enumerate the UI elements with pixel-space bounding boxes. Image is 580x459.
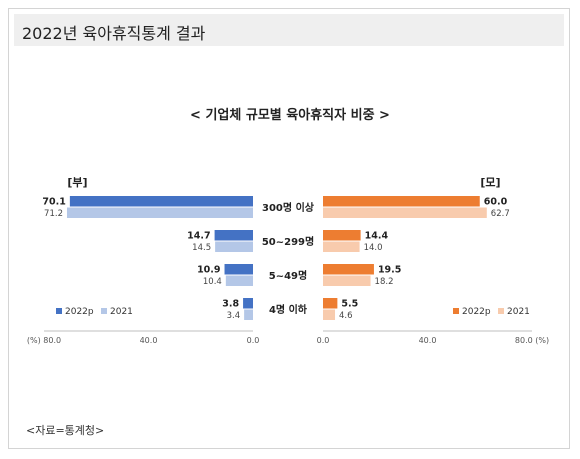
legend-label-p1-2021: 2021: [507, 307, 530, 317]
data-label-p1-2021-0: 62.7: [491, 209, 510, 219]
legend-label-p0-2021: 2021: [110, 307, 133, 317]
data-label-p0-2022p-0: 70.1: [42, 197, 65, 208]
legend-swatch-p0-2022p: [56, 308, 62, 314]
legend-swatch-p0-2021: [101, 308, 107, 314]
data-label-p0-2021-1: 14.5: [192, 243, 211, 253]
bar-p1-2021-1: [323, 241, 360, 252]
bar-p0-2021-1: [215, 241, 253, 252]
source-note: <자료=통계청>: [26, 424, 105, 437]
tick-label-p0-0: (%) 80.0: [27, 336, 61, 345]
bar-p0-2021-2: [225, 275, 253, 286]
tick-label-p0-2: 0.0: [247, 336, 260, 345]
data-label-p0-2021-0: 71.2: [44, 209, 63, 219]
bar-p0-2022p-0: [69, 196, 254, 207]
legend-swatch-p1-2022p: [453, 308, 459, 314]
chart-title: < 기업체 규모별 육아휴직자 비중 >: [190, 107, 390, 123]
panel-title-0: [부]: [67, 176, 87, 189]
page-title: 2022년 육아휴직통계 결과: [22, 24, 206, 43]
category-label-1: 50~299명: [262, 235, 314, 248]
data-label-p1-2022p-2: 19.5: [378, 265, 401, 276]
data-label-p1-2021-2: 18.2: [375, 277, 394, 287]
content-frame: [8, 8, 570, 449]
legend-label-p1-2022p: 2022p: [462, 307, 491, 317]
category-label-0: 300명 이상: [262, 201, 315, 214]
bar-p1-2022p-3: [323, 298, 338, 309]
tick-label-p1-0: 0.0: [317, 336, 330, 345]
data-label-p0-2022p-1: 14.7: [187, 231, 210, 242]
bar-p1-2022p-0: [323, 196, 480, 207]
tick-label-p0-1: 40.0: [140, 336, 158, 345]
data-label-p1-2022p-3: 5.5: [341, 299, 358, 310]
data-label-p1-2022p-0: 60.0: [484, 197, 508, 208]
data-label-p1-2022p-1: 14.4: [365, 231, 389, 242]
bar-p0-2022p-3: [243, 298, 253, 309]
data-label-p0-2022p-2: 10.9: [197, 265, 220, 276]
data-label-p1-2021-3: 4.6: [339, 311, 353, 321]
data-label-p0-2021-2: 10.4: [203, 277, 222, 287]
chart-marks: [부]70.1 14.7 10.9 3.8 71.2 14.5 10.4 3.4 (%) 80.…: [27, 176, 549, 345]
category-label-2: 5~49명: [269, 269, 307, 282]
tick-label-p1-2: 80.0 (%): [515, 336, 549, 345]
bar-p1-2021-0: [323, 207, 487, 218]
category-label-3: 4명 이하: [269, 303, 308, 316]
data-label-p1-2021-1: 14.0: [364, 243, 383, 253]
panel-title-1: [모]: [480, 176, 500, 189]
bar-p1-2021-3: [323, 309, 336, 320]
tick-label-p1-1: 40.0: [419, 336, 437, 345]
bar-p1-2021-2: [323, 275, 371, 286]
bar-p1-2022p-2: [323, 264, 374, 275]
data-label-p0-2021-3: 3.4: [227, 311, 241, 321]
bar-p0-2022p-2: [224, 264, 253, 275]
bar-p0-2022p-1: [214, 230, 253, 241]
header-bar: 2022년 육아휴직통계 결과: [14, 14, 564, 46]
legend-label-p0-2022p: 2022p: [65, 307, 94, 317]
bar-p0-2021-0: [66, 207, 254, 218]
legend-swatch-p1-2021: [498, 308, 504, 314]
bar-p0-2021-3: [244, 309, 253, 320]
data-label-p0-2022p-3: 3.8: [222, 299, 239, 310]
bar-p1-2022p-1: [323, 230, 361, 241]
